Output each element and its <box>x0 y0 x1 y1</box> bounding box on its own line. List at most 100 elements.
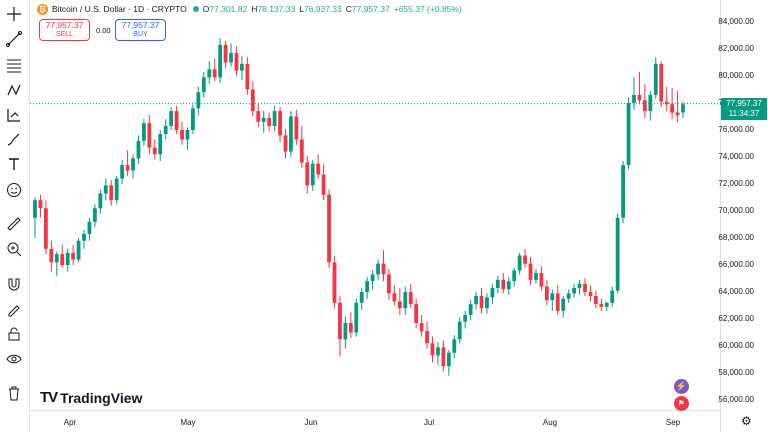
candle[interactable] <box>523 255 527 264</box>
candle[interactable] <box>185 130 190 140</box>
candle[interactable] <box>577 283 582 288</box>
candle[interactable] <box>452 339 457 353</box>
crosshair-icon[interactable] <box>3 3 25 25</box>
candle[interactable] <box>38 200 43 209</box>
candle[interactable] <box>403 292 408 309</box>
candle[interactable] <box>468 304 473 315</box>
candle[interactable] <box>250 89 255 112</box>
candle[interactable] <box>125 165 130 171</box>
projection-icon[interactable] <box>3 104 25 126</box>
flag-icon[interactable]: ⚑ <box>674 396 689 411</box>
candle[interactable] <box>256 111 261 122</box>
candle[interactable] <box>33 200 37 218</box>
candle[interactable] <box>588 292 593 297</box>
candle[interactable] <box>131 158 135 171</box>
candle[interactable] <box>305 162 310 186</box>
fib-icon[interactable] <box>3 54 25 76</box>
candle[interactable] <box>87 221 92 234</box>
candle[interactable] <box>109 185 114 201</box>
symbol-legend[interactable]: ₿ Bitcoin / U.S. Dollar · 1D · CRYPTO O7… <box>37 2 462 16</box>
chart-area[interactable] <box>30 0 768 432</box>
candle[interactable] <box>207 69 212 78</box>
candle[interactable] <box>82 233 86 241</box>
candle[interactable] <box>397 301 402 309</box>
candle[interactable] <box>49 248 54 263</box>
text-icon[interactable] <box>3 153 25 175</box>
candle[interactable] <box>490 287 495 298</box>
candle[interactable] <box>158 134 163 155</box>
trend-line-icon[interactable] <box>3 28 25 50</box>
candle[interactable] <box>593 296 598 305</box>
candle[interactable] <box>327 194 331 263</box>
candle[interactable] <box>506 281 511 290</box>
candle[interactable] <box>474 296 478 305</box>
candle[interactable] <box>229 53 233 63</box>
candle[interactable] <box>381 263 386 275</box>
candle[interactable] <box>425 331 429 344</box>
candle[interactable] <box>114 178 119 201</box>
candle[interactable] <box>272 111 277 126</box>
candle[interactable] <box>387 274 391 294</box>
tradingview-logo[interactable]: TV TradingView <box>40 389 142 406</box>
trash-icon[interactable] <box>3 382 25 404</box>
brush-icon[interactable] <box>3 128 25 150</box>
candle[interactable] <box>376 263 380 275</box>
settings-gear-icon[interactable]: ⚙ <box>741 414 752 428</box>
candle[interactable] <box>218 44 223 78</box>
candle[interactable] <box>332 262 337 303</box>
candle[interactable] <box>479 296 484 309</box>
candle[interactable] <box>196 92 201 109</box>
candle[interactable] <box>98 193 103 209</box>
candle[interactable] <box>572 287 576 294</box>
candle[interactable] <box>310 163 315 186</box>
candle[interactable] <box>338 302 342 340</box>
ruler-icon[interactable] <box>3 213 25 235</box>
candle[interactable] <box>65 252 70 265</box>
candle[interactable] <box>653 63 658 95</box>
pattern-icon[interactable] <box>3 79 25 101</box>
candle[interactable] <box>681 104 685 113</box>
lock-drawing-icon[interactable] <box>3 298 25 320</box>
candle[interactable] <box>446 352 451 367</box>
candle[interactable] <box>359 292 364 303</box>
candle[interactable] <box>169 111 174 126</box>
candle[interactable] <box>512 270 517 282</box>
price-chart[interactable] <box>30 0 768 432</box>
candle[interactable] <box>583 283 587 292</box>
candle[interactable] <box>289 116 293 152</box>
candle[interactable] <box>604 302 609 307</box>
candle[interactable] <box>348 323 353 333</box>
zoom-in-icon[interactable] <box>3 238 25 260</box>
candle[interactable] <box>648 94 653 112</box>
candle[interactable] <box>152 147 157 155</box>
candle[interactable] <box>120 165 125 179</box>
eye-icon[interactable] <box>3 348 25 370</box>
candle[interactable] <box>43 208 48 249</box>
candle[interactable] <box>528 263 533 280</box>
candle[interactable] <box>174 111 179 130</box>
candle[interactable] <box>599 304 604 307</box>
candle[interactable] <box>392 293 397 302</box>
candle[interactable] <box>495 279 500 288</box>
candle[interactable] <box>637 94 642 101</box>
candle[interactable] <box>142 123 146 141</box>
candle[interactable] <box>436 347 440 356</box>
symbol-title[interactable]: Bitcoin / U.S. Dollar · 1D · CRYPTO <box>52 4 187 14</box>
candle[interactable] <box>517 255 522 271</box>
candle[interactable] <box>343 323 348 340</box>
candle[interactable] <box>561 298 566 311</box>
candle[interactable] <box>283 135 288 152</box>
candle[interactable] <box>299 139 304 163</box>
candle[interactable] <box>92 208 97 222</box>
candle[interactable] <box>659 63 664 102</box>
candle[interactable] <box>675 112 680 116</box>
lightning-icon[interactable]: ⚡ <box>674 379 689 394</box>
candle[interactable] <box>626 103 631 166</box>
candle[interactable] <box>147 123 152 148</box>
candle[interactable] <box>621 165 626 218</box>
candle[interactable] <box>103 185 108 194</box>
candle[interactable] <box>71 252 76 260</box>
candle[interactable] <box>457 321 462 340</box>
candle[interactable] <box>534 273 538 280</box>
candle[interactable] <box>234 53 239 71</box>
